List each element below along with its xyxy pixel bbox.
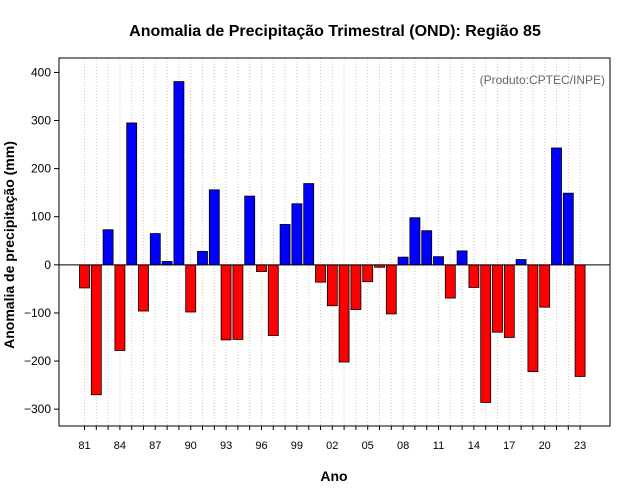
bar-86 <box>138 264 149 312</box>
x-tick-label-20: 20 <box>539 440 551 452</box>
y-tick-label--200: −200 <box>24 354 51 368</box>
y-axis: −300 −200 −100 0 100 200 300 400 <box>24 65 59 416</box>
bar-93 <box>220 264 232 341</box>
bar-00 <box>303 183 315 266</box>
bar-91 <box>197 250 208 266</box>
bar-96 <box>256 264 267 272</box>
x-tick-label-99: 99 <box>291 440 303 452</box>
x-axis-label: Ano <box>320 468 347 484</box>
y-tick-label--100: −100 <box>24 306 51 320</box>
x-tick-label-08: 08 <box>397 440 409 452</box>
bar-16 <box>492 264 503 333</box>
bar-88 <box>161 261 173 266</box>
bar-84 <box>114 264 126 351</box>
bar-99 <box>291 203 303 266</box>
x-tick-label-87: 87 <box>149 440 161 452</box>
bar-04 <box>350 264 362 310</box>
credit-label: (Produto:CPTEC/INPE) <box>480 73 605 87</box>
x-tick-label-11: 11 <box>433 440 444 452</box>
x-tick-label-84: 84 <box>114 440 126 452</box>
bar-95 <box>244 195 256 266</box>
bar-09 <box>409 217 421 266</box>
bar-05 <box>362 264 374 283</box>
bar-19 <box>527 264 539 373</box>
y-tick-label--300: −300 <box>24 402 51 416</box>
y-tick-label-400: 400 <box>31 65 51 79</box>
bar-81 <box>79 264 90 289</box>
bar-07 <box>385 264 397 315</box>
bar-94 <box>232 264 244 340</box>
y-tick-label-0: 0 <box>44 258 51 272</box>
bar-03 <box>338 264 350 363</box>
y-tick-label-100: 100 <box>31 210 51 224</box>
bar-08 <box>397 256 409 266</box>
bar-15 <box>480 264 492 403</box>
bar-23 <box>574 264 586 377</box>
x-tick-label-93: 93 <box>220 440 232 452</box>
bar-17 <box>503 264 515 338</box>
x-tick-label-14: 14 <box>468 440 480 452</box>
y-axis-label: Anomalia de precipitação (mm) <box>1 141 17 349</box>
bar-18 <box>515 259 527 266</box>
bar-22 <box>562 192 574 266</box>
y-tick-label-300: 300 <box>31 114 51 128</box>
bar-83 <box>102 229 114 266</box>
bar-02 <box>326 264 338 307</box>
bar-89 <box>173 81 185 266</box>
x-tick-label-17: 17 <box>503 440 515 452</box>
chart-title: Anomalia de Precipitação Trimestral (OND… <box>129 23 541 40</box>
bar-14 <box>468 264 480 288</box>
y-tick-label-200: 200 <box>31 162 51 176</box>
x-tick-label-23: 23 <box>574 440 586 452</box>
x-axis: 81 84 87 90 93 96 99 02 05 08 11 14 17 20 23 <box>78 426 586 452</box>
x-tick-label-96: 96 <box>255 440 267 452</box>
bar-20 <box>539 264 551 308</box>
bar-97 <box>267 264 279 336</box>
bar-01 <box>315 264 326 283</box>
grid-lines <box>84 58 581 426</box>
bar-87 <box>149 233 161 266</box>
bar-92 <box>208 189 220 266</box>
bar-10 <box>421 230 433 266</box>
bar-90 <box>185 264 197 313</box>
bar-11 <box>433 256 444 266</box>
x-tick-label-02: 02 <box>326 440 338 452</box>
plot-frame <box>58 57 611 427</box>
bar-13 <box>456 250 468 266</box>
bar-21 <box>551 147 562 266</box>
bar-82 <box>90 264 102 396</box>
x-tick-label-90: 90 <box>185 440 197 452</box>
x-tick-label-05: 05 <box>362 440 374 452</box>
x-tick-label-81: 81 <box>78 440 90 452</box>
bar-85 <box>126 122 138 266</box>
bar-12 <box>444 264 456 299</box>
bar-98 <box>279 224 291 266</box>
bar-group <box>79 81 586 403</box>
